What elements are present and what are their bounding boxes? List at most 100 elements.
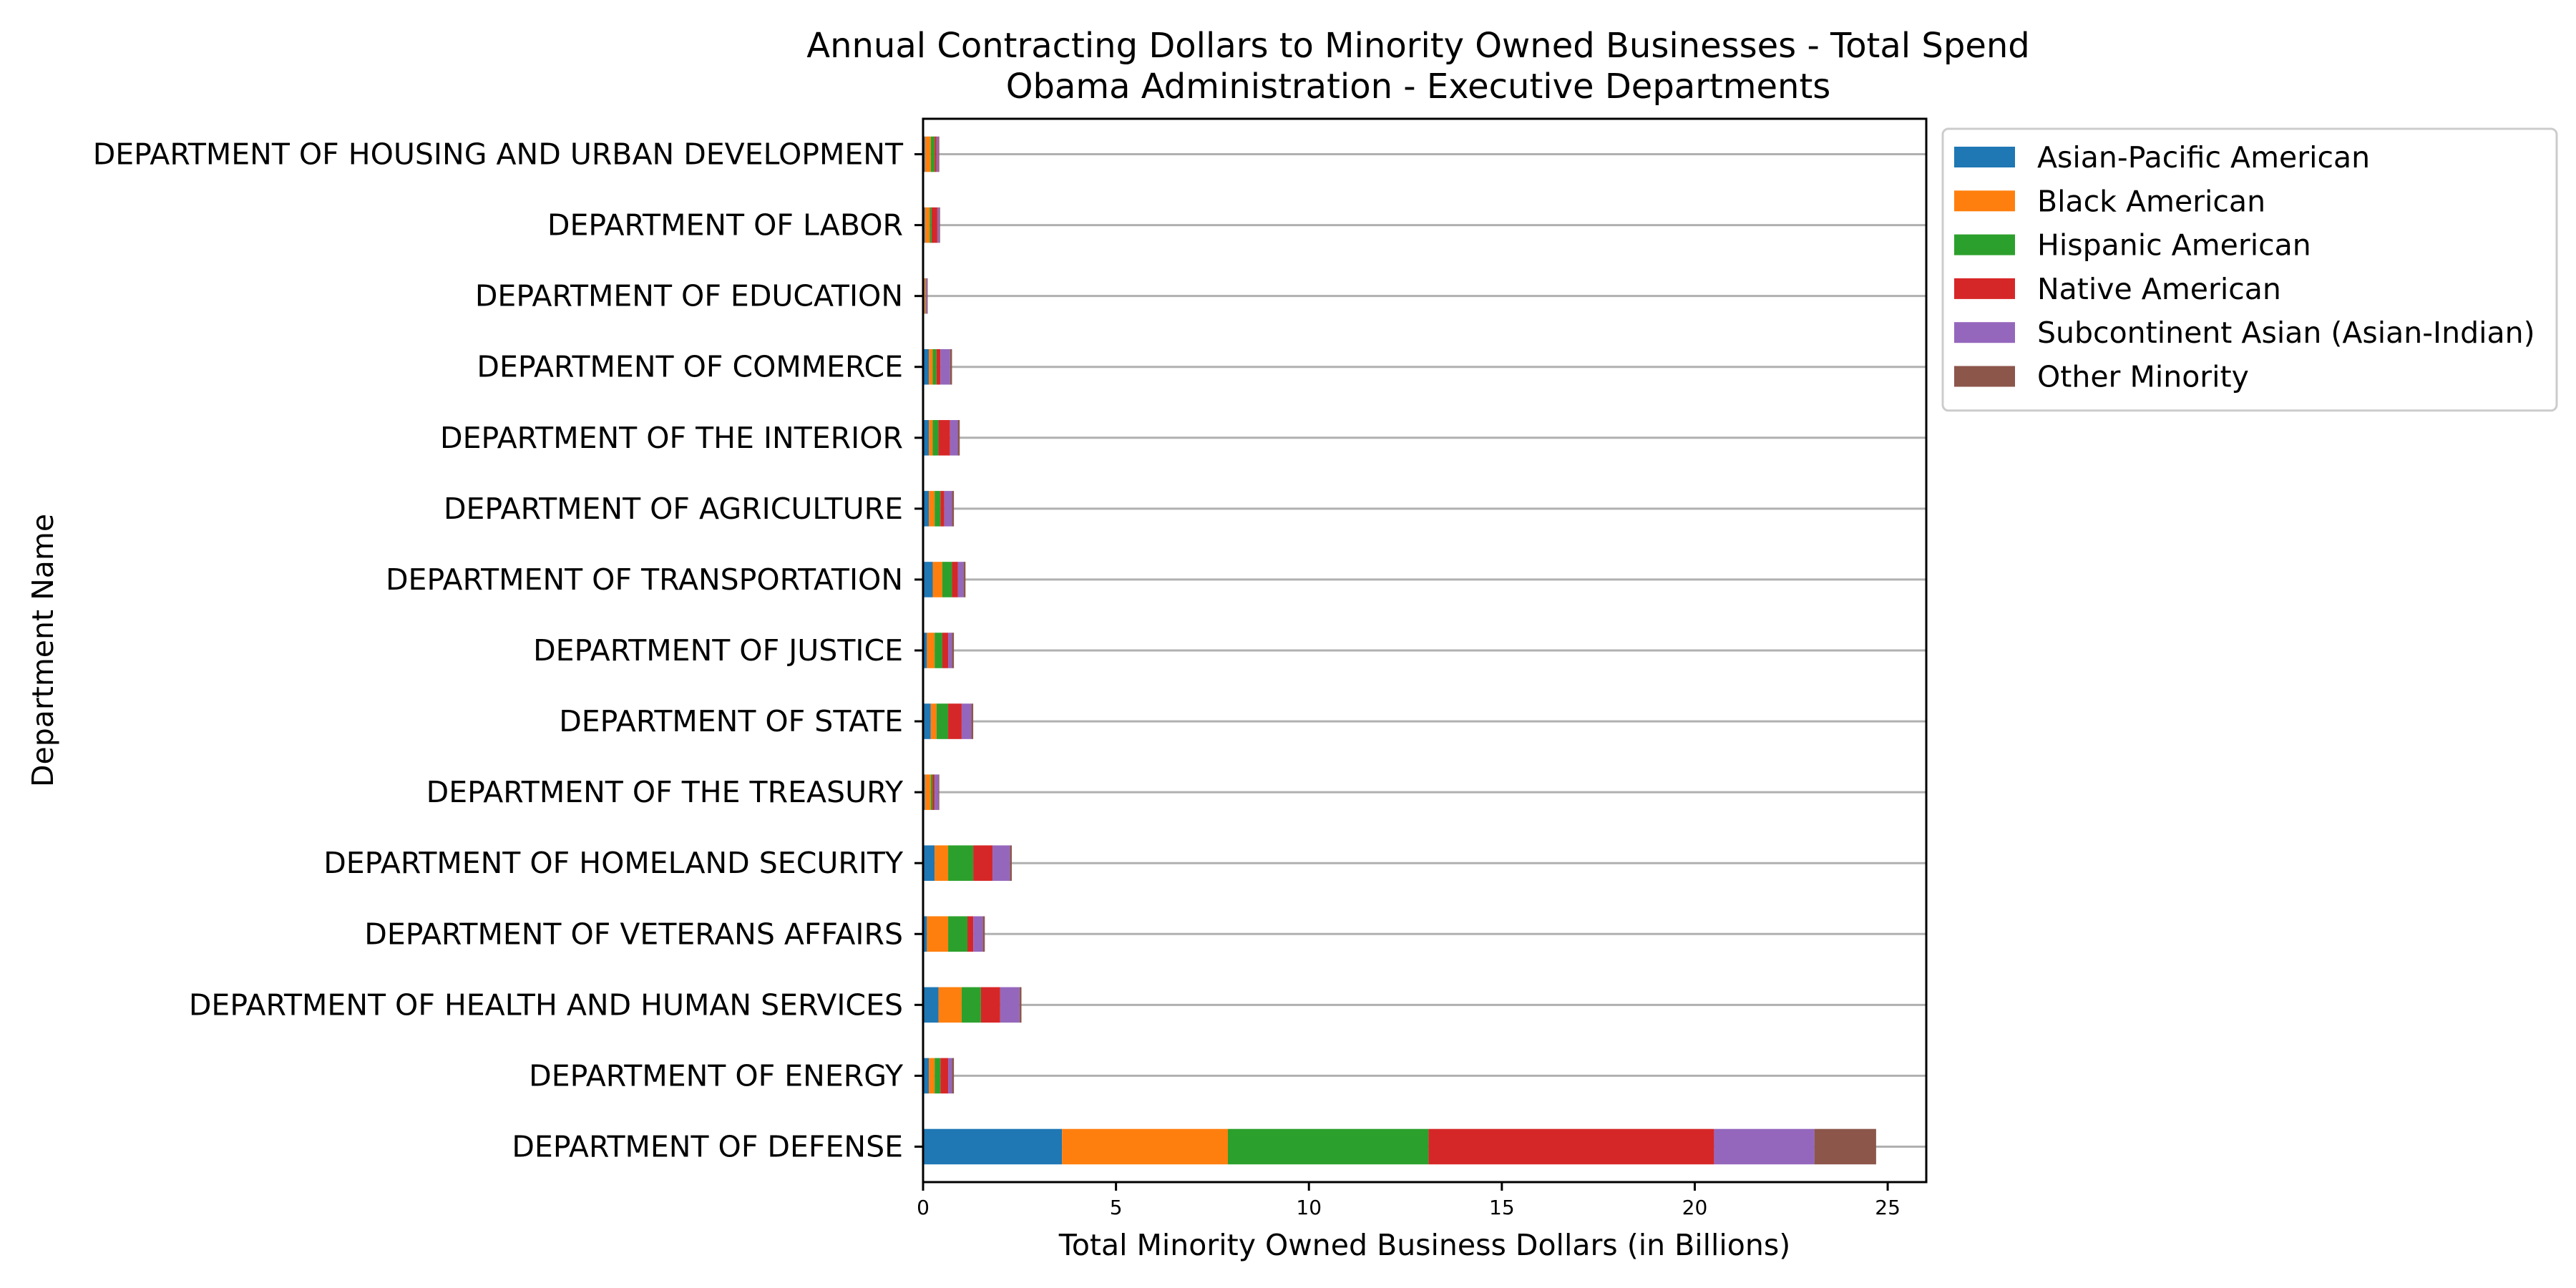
bar-segment xyxy=(930,207,932,243)
y-tick-label: DEPARTMENT OF COMMERCE xyxy=(477,350,903,384)
y-tick-label: DEPARTMENT OF ENERGY xyxy=(529,1058,904,1093)
chart-subtitle: Obama Administration - Executive Departm… xyxy=(1006,67,1831,107)
bars xyxy=(923,136,1876,1165)
bar-segment xyxy=(936,348,941,385)
bar-segment xyxy=(923,1058,930,1094)
bar-segment xyxy=(948,1058,952,1094)
legend-swatch xyxy=(1954,322,2015,343)
bar-segment xyxy=(952,633,955,668)
y-tick-label: DEPARTMENT OF THE INTERIOR xyxy=(440,421,903,455)
bar-segment xyxy=(957,420,960,456)
bar-segment xyxy=(938,987,962,1023)
bar-segment xyxy=(942,562,952,597)
bar-segment xyxy=(923,420,930,456)
x-tick-label: 5 xyxy=(1110,1196,1123,1219)
bar-segment xyxy=(936,136,939,172)
y-tick-label: DEPARTMENT OF DEFENSE xyxy=(512,1129,903,1163)
bar-segment xyxy=(948,703,962,739)
bar-segment xyxy=(932,774,935,810)
legend-label: Hispanic American xyxy=(2037,228,2311,263)
y-tick-label: DEPARTMENT OF VETERANS AFFAIRS xyxy=(364,917,903,951)
x-tick-label: 20 xyxy=(1682,1196,1708,1219)
bar-segment xyxy=(923,348,930,385)
bar-segment xyxy=(923,916,927,952)
bar-segment xyxy=(925,278,926,314)
bar-segment xyxy=(952,491,955,527)
bar-segment xyxy=(938,420,950,456)
bar-segment xyxy=(940,491,945,527)
bar-segment xyxy=(935,1058,941,1094)
y-tick-label: DEPARTMENT OF HOUSING AND URBAN DEVELOPM… xyxy=(93,137,904,172)
y-axis-label: Department Name xyxy=(26,514,60,787)
bar-segment xyxy=(923,633,927,668)
x-tick-label: 0 xyxy=(917,1196,930,1219)
bar-segment xyxy=(930,774,933,810)
bar-segment xyxy=(924,278,926,314)
bar-segment xyxy=(952,1058,955,1094)
x-tick-label: 15 xyxy=(1489,1196,1515,1219)
legend: Asian-Pacific American Black American Hisp… xyxy=(1941,127,2558,412)
x-axis-label: Total Minority Owned Business Dollars (i… xyxy=(1058,1228,1790,1262)
bar-segment xyxy=(924,136,931,172)
legend-label: Black American xyxy=(2037,184,2265,218)
y-tick-label: DEPARTMENT OF HEALTH AND HUMAN SERVICES xyxy=(189,987,903,1022)
y-tick-label: DEPARTMENT OF HOMELAND SECURITY xyxy=(323,846,904,880)
bar-segment xyxy=(1000,987,1020,1023)
bar-segment xyxy=(930,703,937,739)
bar-segment xyxy=(935,845,949,881)
chart-title: Annual Contracting Dollars to Minority O… xyxy=(806,26,2030,66)
legend-label: Asian-Pacific American xyxy=(2037,140,2370,175)
bar-segment xyxy=(1010,845,1013,881)
bar-segment xyxy=(923,987,939,1023)
legend-swatch xyxy=(1954,278,2015,299)
bar-segment xyxy=(963,562,966,597)
bar-segment xyxy=(932,348,937,385)
bar-segment xyxy=(948,845,974,881)
bar-segment xyxy=(925,278,927,314)
bar-segment xyxy=(938,136,940,172)
bar-segment xyxy=(927,633,935,668)
bar-segment xyxy=(927,916,949,952)
bar-segment xyxy=(950,420,958,456)
bar-segment xyxy=(948,916,968,952)
bar-segment xyxy=(936,703,949,739)
bar-segment xyxy=(931,207,937,243)
bar-segment xyxy=(923,1128,1063,1165)
legend-swatch xyxy=(1954,234,2015,255)
bar-segment xyxy=(929,348,933,385)
bar-segment xyxy=(957,562,964,597)
bar-segment xyxy=(935,633,942,668)
bar-segment xyxy=(935,136,937,172)
bar-segment xyxy=(971,703,974,739)
bar-segment xyxy=(924,207,930,243)
bar-segment xyxy=(950,348,952,385)
bar-segment xyxy=(923,703,931,739)
x-tick-label: 10 xyxy=(1296,1196,1322,1219)
bar-segment xyxy=(935,491,941,527)
bar-segment xyxy=(944,491,952,527)
bar-segment xyxy=(1428,1128,1714,1165)
chart-title-group: Annual Contracting Dollars to Minority O… xyxy=(806,26,2030,107)
bar-segment xyxy=(973,916,983,952)
legend-box xyxy=(1941,127,2558,412)
bar-segment xyxy=(973,845,993,881)
bar-segment xyxy=(929,1058,935,1094)
bar-segment xyxy=(1019,987,1022,1023)
y-tick-label: DEPARTMENT OF AGRICULTURE xyxy=(444,492,903,526)
bar-segment xyxy=(930,136,935,172)
y-tick-label: DEPARTMENT OF LABOR xyxy=(547,208,903,243)
bar-segment xyxy=(948,633,952,668)
bar-segment xyxy=(932,420,939,456)
bar-segment xyxy=(940,1058,949,1094)
y-tick-label: DEPARTMENT OF STATE xyxy=(559,704,903,738)
bar-segment xyxy=(924,774,931,810)
bar-segment xyxy=(923,491,930,527)
bar-segment xyxy=(929,491,935,527)
bar-segment xyxy=(961,987,981,1023)
bar-segment xyxy=(932,562,942,597)
bar-segment xyxy=(982,916,985,952)
x-axis-ticks: 0 5 10 15 20 25 xyxy=(917,1182,1901,1219)
bar-segment xyxy=(967,916,974,952)
bar-segment xyxy=(980,987,1000,1023)
